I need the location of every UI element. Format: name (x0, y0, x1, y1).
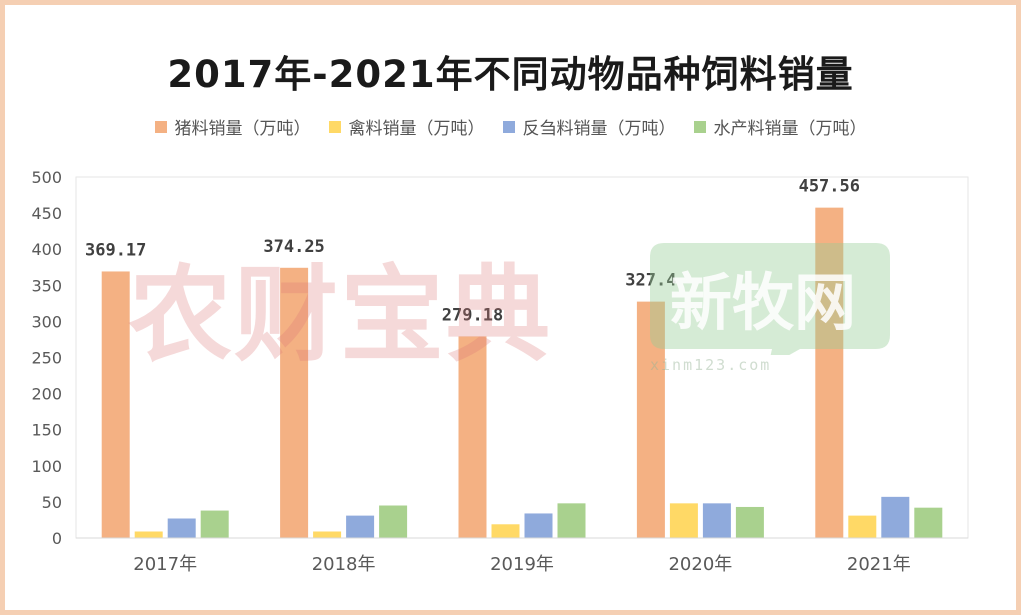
bar-3-4 (914, 507, 943, 538)
bar-1-3 (669, 503, 698, 538)
bar-3-2 (557, 503, 586, 538)
legend-item-pig: 猪料销量（万吨） (154, 114, 311, 139)
bar-2-3 (702, 503, 731, 538)
bar-0-1 (280, 267, 309, 538)
bar-2-0 (167, 518, 196, 538)
y-tick-label: 400 (31, 240, 62, 259)
bar-0-4 (815, 207, 844, 539)
legend-item-aquatic: 水产料销量（万吨） (693, 114, 867, 139)
x-tick-label: 2019年 (490, 554, 554, 575)
legend-item-ruminant: 反刍料销量（万吨） (502, 114, 676, 139)
watermark-url: xinm123.com (650, 356, 772, 374)
legend-label-ruminant: 反刍料销量（万吨） (522, 119, 676, 139)
bar-0-0 (101, 271, 130, 538)
watermark-nongcai: 农财宝典 (128, 254, 553, 376)
legend-swatch-poultry (328, 120, 341, 133)
bar-1-4 (848, 515, 877, 538)
bar-1-2 (491, 524, 520, 538)
y-tick-label: 100 (31, 457, 62, 476)
x-tick-label: 2021年 (847, 554, 911, 575)
chart-title: 2017年-2021年不同动物品种饲料销量 (167, 53, 854, 96)
legend-swatch-pig (154, 120, 167, 133)
data-label: 374.25 (263, 237, 324, 257)
y-tick-label: 300 (31, 312, 62, 331)
y-tick-label: 350 (31, 276, 62, 295)
y-tick-label: 150 (31, 421, 62, 440)
bar-0-3 (636, 301, 665, 538)
chart-legend: 猪料销量（万吨） 禽料销量（万吨） 反刍料销量（万吨） 水产料销量（万吨） (0, 114, 1021, 139)
legend-label-poultry: 禽料销量（万吨） (348, 119, 485, 139)
x-tick-label: 2018年 (312, 554, 376, 575)
x-tick-label: 2020年 (668, 554, 732, 575)
legend-swatch-aquatic (693, 120, 706, 133)
bar-2-2 (524, 513, 553, 538)
bar-3-1 (379, 505, 408, 538)
bar-1-0 (134, 531, 163, 538)
x-tick-label: 2017年 (133, 554, 197, 575)
legend-swatch-ruminant (502, 120, 515, 133)
bar-2-1 (346, 515, 375, 538)
watermark-logo-bubble-icon (650, 243, 890, 355)
data-label: 279.18 (442, 305, 503, 325)
bar-3-0 (200, 510, 229, 538)
data-label: 457.56 (799, 177, 860, 197)
y-tick-label: 200 (31, 385, 62, 404)
y-tick-label: 0 (52, 529, 62, 548)
y-tick-label: 250 (31, 349, 62, 368)
bar-2-4 (881, 496, 910, 538)
y-tick-label: 450 (31, 204, 62, 223)
bar-0-2 (458, 336, 487, 538)
legend-item-poultry: 禽料销量（万吨） (328, 114, 485, 139)
watermark-logo-text: 新牧网 (670, 266, 857, 339)
legend-label-aquatic: 水产料销量（万吨） (713, 119, 867, 139)
data-label: 327.4 (625, 271, 676, 291)
y-tick-label: 500 (31, 168, 62, 187)
bar-3-3 (735, 506, 764, 538)
y-tick-label: 50 (42, 493, 62, 512)
data-label: 369.17 (85, 240, 146, 260)
legend-label-pig: 猪料销量（万吨） (174, 119, 311, 139)
bar-1-1 (313, 531, 342, 538)
